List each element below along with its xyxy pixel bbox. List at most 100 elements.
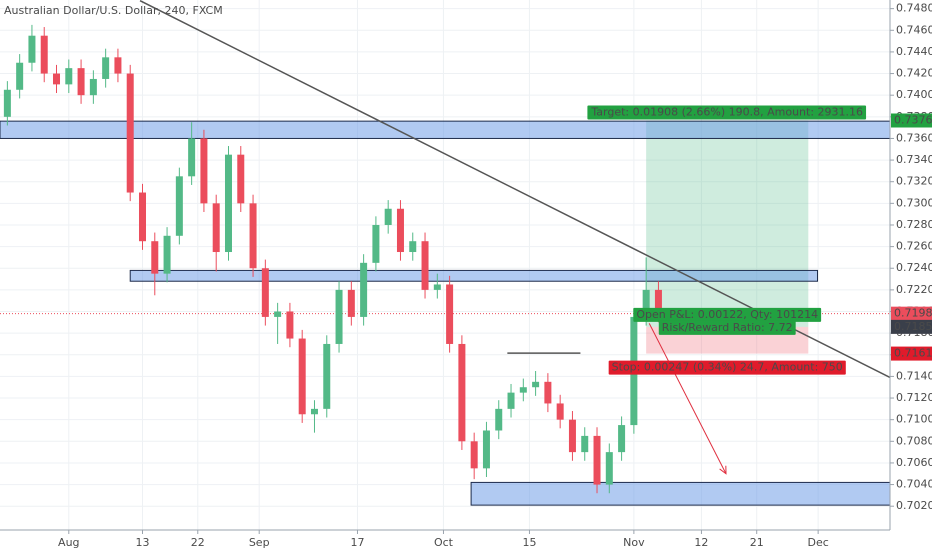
last-price-tag-box xyxy=(891,306,932,321)
candle-body xyxy=(40,35,48,74)
candle-body xyxy=(519,387,527,393)
arrow-line xyxy=(648,323,727,474)
candle-body xyxy=(593,435,601,485)
target-zone xyxy=(646,120,809,327)
candle-body xyxy=(212,203,220,253)
zone xyxy=(0,120,890,139)
candle-body xyxy=(16,62,24,90)
candle-body xyxy=(495,408,503,431)
candle-body xyxy=(446,284,454,344)
x-tick-label: 22 xyxy=(191,536,205,549)
candle-body xyxy=(65,68,73,85)
x-tick-label: Nov xyxy=(623,536,645,549)
candle-body xyxy=(89,78,97,96)
candle-body xyxy=(642,289,650,317)
stop-label: Stop: 0.00247 (0.34%) 24.7, Amount: 750 xyxy=(612,361,843,374)
candle-body xyxy=(200,138,208,204)
candle-body xyxy=(482,430,490,469)
candle-body xyxy=(581,435,589,453)
candle-body xyxy=(175,176,183,236)
candle-body xyxy=(335,289,343,344)
target-label-box xyxy=(587,105,867,120)
candle-body xyxy=(261,268,269,317)
candle-body xyxy=(507,392,515,409)
candle-body xyxy=(372,224,380,263)
pnl-label: Open P&L: 0.00122, Qty: 101214 xyxy=(636,308,818,321)
candle-body xyxy=(3,89,11,117)
candle-body xyxy=(323,343,331,409)
candle-body xyxy=(77,68,85,96)
candle-body xyxy=(151,241,159,274)
x-tick-label: Dec xyxy=(807,536,828,549)
candle-body xyxy=(249,203,257,269)
candle-body xyxy=(102,57,110,79)
candle-body xyxy=(618,425,626,453)
candle-body xyxy=(163,235,171,274)
target-label: Target: 0.01908 (2.66%) 190.8, Amount: 2… xyxy=(590,105,863,118)
candle-body xyxy=(224,154,232,253)
candle-body xyxy=(421,241,429,290)
x-tick-label: Oct xyxy=(434,536,454,549)
candle-body xyxy=(53,73,61,85)
x-tick-label: 21 xyxy=(750,536,764,549)
candle-body xyxy=(409,241,417,253)
zone xyxy=(129,269,819,282)
candle-body xyxy=(470,441,478,469)
candle-body xyxy=(310,408,318,415)
rr-label-box xyxy=(658,320,796,335)
x-tick-label: 17 xyxy=(350,536,364,549)
candle-body xyxy=(433,284,441,290)
x-tick-label: 12 xyxy=(694,536,708,549)
candle-body xyxy=(274,311,282,317)
x-tick-label: 15 xyxy=(522,536,536,549)
arrow-head xyxy=(719,465,727,475)
candle-body xyxy=(384,208,392,225)
candle-body xyxy=(458,343,466,442)
pnl-label-box xyxy=(633,307,822,322)
y-tick-label: 0.70200 xyxy=(896,499,932,512)
candle-body xyxy=(532,381,540,388)
candle-body xyxy=(286,311,294,339)
labels: Australian Dollar/U.S. Dollar, 240, FXCM… xyxy=(4,4,867,375)
entry-price-tag-box xyxy=(891,319,932,334)
x-tick-label: Sep xyxy=(249,536,270,549)
plot-area xyxy=(0,0,890,506)
candle-body xyxy=(654,289,662,314)
chart-title: Australian Dollar/U.S. Dollar, 240, FXCM xyxy=(4,4,223,17)
candle-body xyxy=(347,289,355,317)
candle-body xyxy=(138,192,146,242)
rr-label: Risk/Reward Ratio: 7.72 xyxy=(662,321,793,334)
candle-body xyxy=(544,381,552,404)
target-price-tag: 0.73766 xyxy=(894,113,932,126)
candle-body xyxy=(396,208,404,253)
stop-label-box xyxy=(608,360,846,375)
target-price-tag-box xyxy=(891,113,932,128)
candle-body xyxy=(237,154,245,204)
candle-body xyxy=(126,73,134,193)
candle-body xyxy=(28,35,36,63)
stop-price-tag-box xyxy=(891,346,932,361)
stop-price-tag: 0.71611 xyxy=(894,347,932,360)
